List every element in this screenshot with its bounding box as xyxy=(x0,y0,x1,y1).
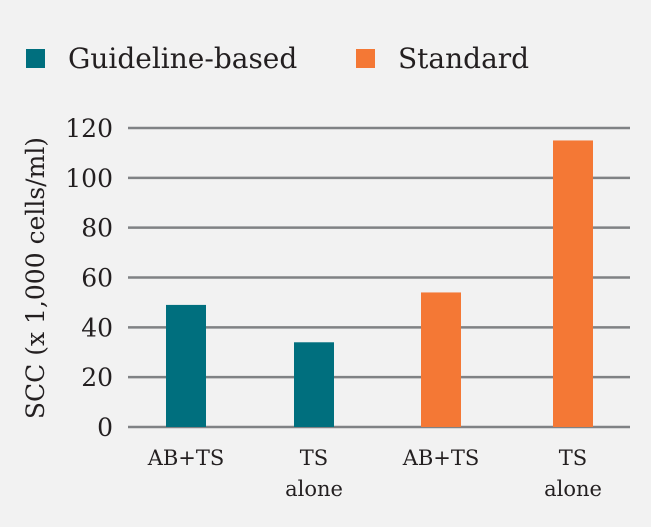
y-axis-label: SCC (x 1,000 cells/ml) xyxy=(21,137,50,419)
bar-2 xyxy=(421,292,461,427)
category-label-1: TS alone xyxy=(285,446,343,501)
y-tick-labels: 0 20 40 60 80 100 120 xyxy=(65,114,113,442)
y-tick-label-20: 20 xyxy=(81,363,113,392)
y-tick-label-100: 100 xyxy=(65,164,113,193)
bar-0 xyxy=(166,304,206,427)
bar-1 xyxy=(294,342,334,427)
grid xyxy=(128,126,630,429)
category-label-0: AB+TS xyxy=(147,446,225,470)
bar-3 xyxy=(553,140,593,428)
y-tick-label-120: 120 xyxy=(65,114,113,143)
y-tick-label-0: 0 xyxy=(97,413,113,442)
category-label-2: AB+TS xyxy=(402,446,480,470)
y-tick-label-60: 60 xyxy=(81,264,113,293)
legend-swatch-0 xyxy=(26,49,45,68)
legend-swatch-1 xyxy=(356,49,375,68)
category-label-3: TS alone xyxy=(544,446,602,501)
y-tick-label-40: 40 xyxy=(81,313,113,342)
category-labels: AB+TS TS alone AB+TS TS alone xyxy=(147,446,602,501)
bars xyxy=(166,140,593,428)
legend: Guideline-based Standard xyxy=(26,42,529,75)
legend-label-1: Standard xyxy=(398,42,529,75)
y-tick-label-80: 80 xyxy=(81,214,113,243)
legend-label-0: Guideline-based xyxy=(68,42,297,75)
